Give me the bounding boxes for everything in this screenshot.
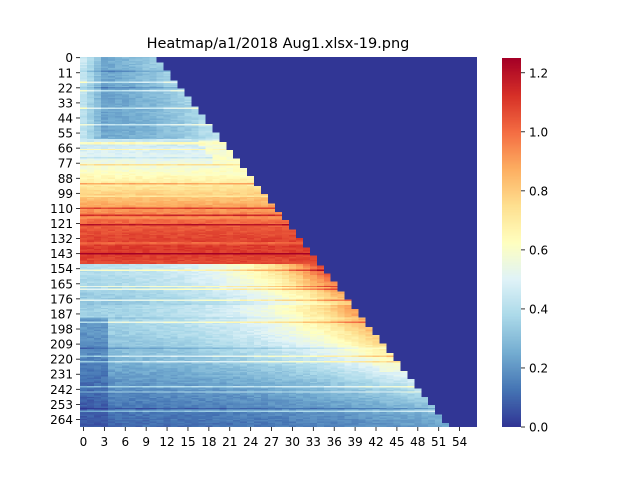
colorbar-axis: 0.0 0.2 0.4 0.6 0.8 1.0 1.2 [521, 66, 548, 435]
colorbar-tick-label: 0.8 [529, 184, 548, 198]
y-tick-label: 242 [50, 383, 73, 397]
colorbar-tick-label: 0.6 [529, 243, 548, 257]
colorbar-tick-label: 0.2 [529, 361, 548, 375]
y-tick-label: 44 [58, 111, 73, 125]
chart-title: Heatmap/a1/2018 Aug1.xlsx-19.png [147, 36, 410, 52]
x-tick-label: 48 [410, 435, 425, 449]
y-tick-label: 209 [50, 338, 73, 352]
y-tick-label: 88 [58, 172, 73, 186]
y-tick-label: 22 [58, 81, 73, 95]
x-tick-label: 18 [201, 435, 216, 449]
y-tick-label: 253 [50, 398, 73, 412]
x-tick-label: 9 [142, 435, 150, 449]
x-tick-label: 12 [159, 435, 174, 449]
y-tick-label: 143 [50, 247, 73, 261]
x-tick-label: 45 [389, 435, 404, 449]
y-tick-label: 99 [58, 187, 73, 201]
heatmap-image [80, 57, 477, 427]
x-tick-label: 30 [285, 435, 300, 449]
y-tick-label: 77 [58, 157, 73, 171]
x-tick-label: 24 [243, 435, 258, 449]
y-tick-label: 198 [50, 323, 73, 337]
x-tick-label: 33 [306, 435, 321, 449]
x-tick-label: 6 [121, 435, 129, 449]
x-tick-label: 15 [180, 435, 195, 449]
heatmap-cells [80, 57, 477, 427]
y-tick-label: 165 [50, 277, 73, 291]
x-tick-label: 39 [347, 435, 362, 449]
y-tick-label: 110 [50, 202, 73, 216]
x-tick-label: 0 [80, 435, 88, 449]
y-tick-label: 187 [50, 307, 73, 321]
y-tick-label: 0 [65, 51, 73, 65]
y-tick-label: 33 [58, 96, 73, 110]
y-tick-label: 66 [58, 142, 73, 156]
y-tick-label: 121 [50, 217, 73, 231]
y-tick-label: 220 [50, 353, 73, 367]
x-tick-label: 54 [452, 435, 467, 449]
x-tick-label: 3 [101, 435, 109, 449]
x-tick-label: 36 [327, 435, 342, 449]
y-tick-label: 11 [58, 66, 73, 80]
y-tick-label: 264 [50, 413, 73, 427]
colorbar-tick-label: 1.2 [529, 66, 548, 80]
y-tick-label: 132 [50, 232, 73, 246]
x-tick-label: 21 [222, 435, 237, 449]
y-tick-label: 154 [50, 262, 73, 276]
colorbar-tick-label: 0.0 [529, 421, 548, 435]
x-tick-label: 27 [264, 435, 279, 449]
x-tick-label: 42 [368, 435, 383, 449]
y-tick-label: 176 [50, 292, 73, 306]
x-axis: 0 3 6 9 12 15 18 21 24 27 30 33 36 39 42 45 48 51 54 [80, 427, 467, 449]
colorbar-tick-label: 1.0 [529, 125, 548, 139]
y-tick-label: 55 [58, 127, 73, 141]
y-tick-label: 231 [50, 368, 73, 382]
colorbar [502, 58, 521, 427]
x-tick-label: 51 [431, 435, 446, 449]
colorbar-gradient [502, 58, 521, 427]
colorbar-tick-label: 0.4 [529, 302, 548, 316]
